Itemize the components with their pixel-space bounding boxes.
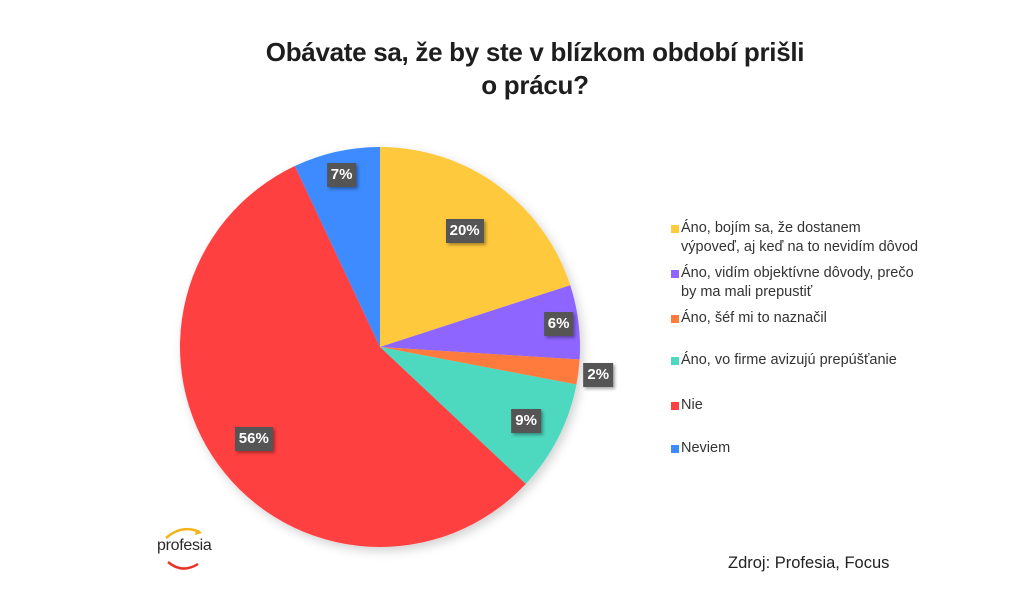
logo-text: profesia bbox=[157, 537, 212, 554]
legend-item-neviem[interactable]: Neviem bbox=[671, 439, 730, 458]
slice-value-label: 56% bbox=[234, 426, 273, 451]
legend-swatch-icon bbox=[671, 402, 679, 410]
slice-value-label: 20% bbox=[445, 218, 484, 243]
pie-slice[interactable] bbox=[179, 166, 526, 548]
legend-swatch-icon bbox=[671, 315, 679, 323]
pie-slice[interactable] bbox=[380, 347, 577, 484]
legend-item-objektivne-dovody[interactable]: Áno, vidím objektívne dôvody, prečo by m… bbox=[671, 264, 914, 302]
legend-item-nie[interactable]: Nie bbox=[671, 396, 703, 415]
chart-title-line-2: o prácu? bbox=[481, 70, 589, 100]
slice-value-label: 7% bbox=[326, 163, 357, 188]
legend-swatch-icon bbox=[671, 445, 679, 453]
legend-item-firma-avizuje[interactable]: Áno, vo firme avizujú prepúšťanie bbox=[671, 351, 897, 370]
legend-swatch-icon bbox=[671, 225, 679, 233]
slice-value-label: 9% bbox=[511, 409, 541, 434]
slice-value-label: 2% bbox=[583, 362, 614, 387]
pie-slices bbox=[179, 147, 581, 548]
legend-item-sef-naznacil[interactable]: Áno, šéf mi to naznačil bbox=[671, 309, 827, 328]
slice-value-label: 6% bbox=[543, 312, 574, 337]
pie-slice[interactable] bbox=[380, 147, 571, 347]
chart-title-line-1: Obávate sa, že by ste v blízkom období p… bbox=[265, 37, 805, 67]
pie-slice[interactable] bbox=[380, 347, 580, 385]
legend-swatch-icon bbox=[671, 270, 679, 278]
logo-arc-icon bbox=[165, 527, 202, 570]
pie-slice[interactable] bbox=[294, 147, 380, 347]
legend-swatch-icon bbox=[671, 357, 679, 365]
chart-title: Obávate sa, že by ste v blízkom období p… bbox=[0, 36, 1024, 102]
source-note: Zdroj: Profesia, Focus bbox=[728, 554, 890, 572]
legend-item-bojim-sa[interactable]: Áno, bojím sa, že dostanem výpoveď, aj k… bbox=[671, 219, 918, 257]
profesia-logo: profesia bbox=[152, 524, 232, 574]
pie-slice[interactable] bbox=[380, 285, 581, 360]
